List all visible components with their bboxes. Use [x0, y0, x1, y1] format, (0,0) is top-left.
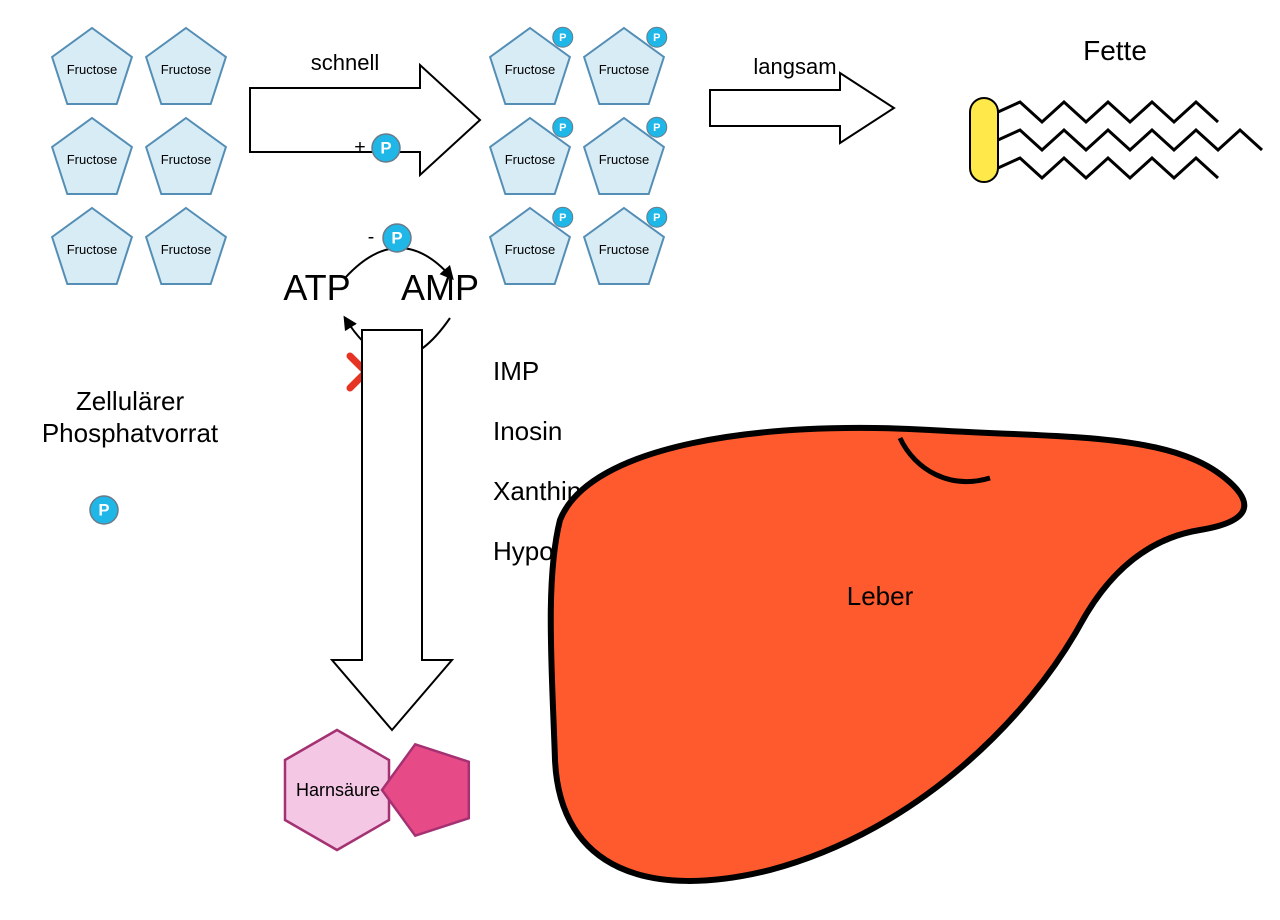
phosphate-minus: P-	[368, 224, 411, 252]
arrow-schnell	[250, 65, 480, 175]
arrow-langsam	[710, 73, 894, 143]
svg-text:+: +	[354, 136, 365, 158]
fructose-p-pentagon: Fructose P	[584, 207, 667, 284]
fructose-pentagon: Fructose	[52, 118, 132, 194]
liver-shape	[551, 428, 1245, 881]
svg-text:Fructose: Fructose	[67, 62, 118, 77]
svg-text:P: P	[380, 138, 391, 157]
svg-text:Fructose: Fructose	[599, 242, 650, 257]
svg-text:P: P	[559, 212, 566, 224]
lipid-head	[970, 98, 998, 182]
amp-label: AMP	[401, 267, 479, 308]
lipid-tail	[998, 158, 1218, 178]
atp-label: ATP	[283, 267, 350, 308]
leber-label: Leber	[847, 581, 914, 611]
cascade-imp: IMP	[493, 356, 539, 386]
svg-text:Fructose: Fructose	[505, 152, 556, 167]
svg-text:Fructose: Fructose	[161, 152, 212, 167]
fructose-p-pentagon: Fructose P	[490, 117, 573, 194]
svg-text:P: P	[653, 122, 660, 134]
phosphate-icon: P+	[354, 134, 400, 162]
svg-text:Fructose: Fructose	[161, 62, 212, 77]
lipid-tail	[998, 102, 1218, 122]
zell-label-2: Phosphatvorrat	[42, 418, 219, 448]
fette-label: Fette	[1083, 35, 1147, 66]
fructose-p-pentagon: Fructose P	[584, 117, 667, 194]
svg-text:schnell: schnell	[311, 50, 379, 75]
fructose-pentagon: Fructose	[52, 208, 132, 284]
svg-text:P: P	[653, 212, 660, 224]
fructose-p-pentagon: Fructose P	[490, 207, 573, 284]
fructose-p-pentagon: Fructose P	[584, 27, 667, 104]
svg-text:Fructose: Fructose	[599, 62, 650, 77]
svg-text:P: P	[559, 32, 566, 44]
uric-pentagon	[382, 744, 469, 835]
svg-text:Fructose: Fructose	[67, 152, 118, 167]
fructose-pentagon: Fructose	[52, 28, 132, 104]
lipid-tail	[998, 130, 1262, 150]
svg-text:P: P	[559, 122, 566, 134]
fructose-p-pentagon: Fructose P	[490, 27, 573, 104]
svg-text:P: P	[391, 228, 402, 247]
zell-label-1: Zellulärer	[76, 386, 185, 416]
phosphate-pool: P	[90, 496, 118, 524]
svg-text:-: -	[368, 226, 375, 248]
harn-label: Harnsäure	[296, 780, 380, 800]
fructose-pentagon: Fructose	[146, 28, 226, 104]
fructose-pentagon: Fructose	[146, 118, 226, 194]
cascade-inosin: Inosin	[493, 416, 562, 446]
svg-text:langsam: langsam	[753, 54, 836, 79]
svg-text:P: P	[98, 500, 109, 519]
svg-text:Fructose: Fructose	[505, 242, 556, 257]
fructose-pentagon: Fructose	[146, 208, 226, 284]
svg-text:Fructose: Fructose	[161, 242, 212, 257]
svg-text:Fructose: Fructose	[67, 242, 118, 257]
svg-text:Fructose: Fructose	[599, 152, 650, 167]
svg-text:P: P	[653, 32, 660, 44]
svg-text:Fructose: Fructose	[505, 62, 556, 77]
